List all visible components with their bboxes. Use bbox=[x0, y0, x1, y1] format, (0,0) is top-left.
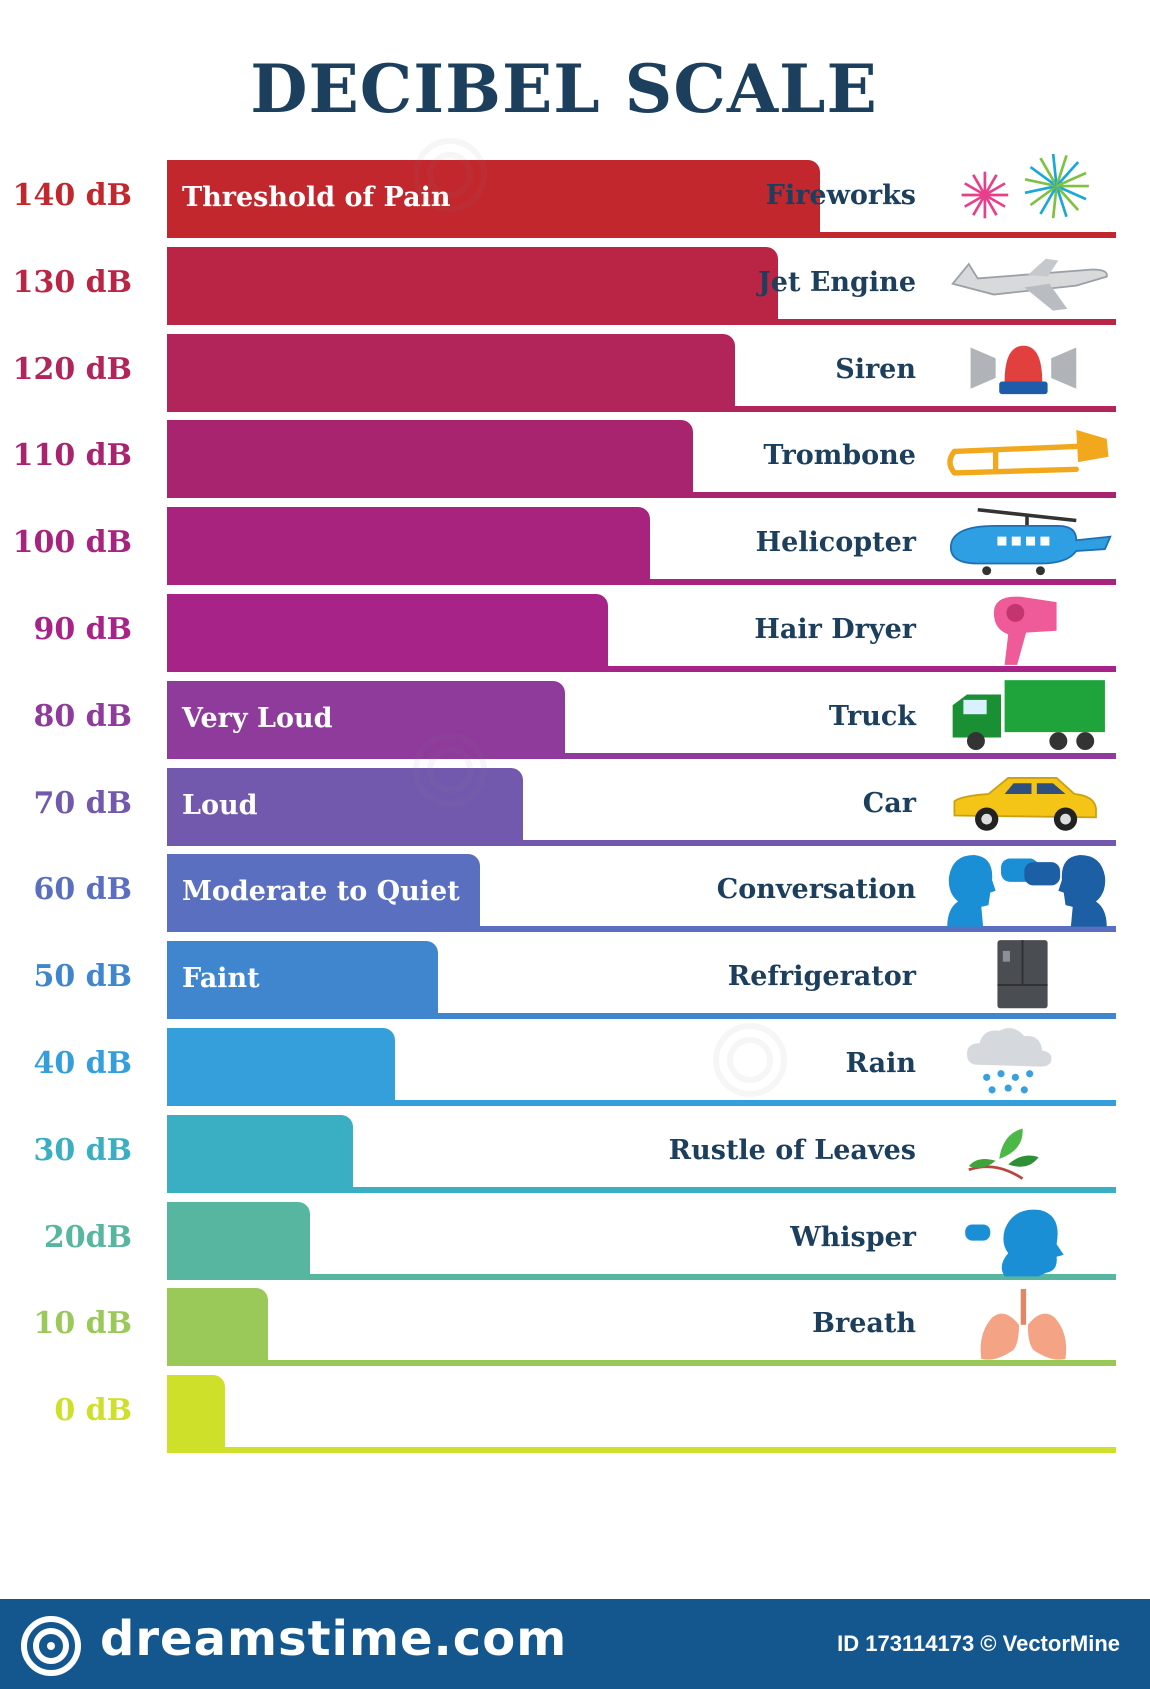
whisper-icon bbox=[965, 1209, 1064, 1277]
row-baseline bbox=[167, 926, 1116, 933]
lungs-icon bbox=[980, 1289, 1067, 1361]
row-baseline bbox=[167, 1100, 1116, 1106]
scale-row: 20dB Whisper bbox=[0, 1201, 1150, 1282]
db-bar: Very Loud bbox=[167, 680, 565, 758]
sound-source-label: Jet Engine bbox=[758, 266, 916, 298]
row-baseline bbox=[167, 1013, 1116, 1020]
sound-source-label: Trombone bbox=[763, 440, 916, 472]
bar-band-label: Faint bbox=[182, 963, 260, 995]
row-baseline bbox=[167, 666, 1116, 672]
bar-band-label: Moderate to Quiet bbox=[182, 876, 460, 908]
db-bar bbox=[167, 594, 608, 671]
sound-source-label: Whisper bbox=[790, 1221, 916, 1253]
footer-brand[interactable]: dreamstime.com bbox=[100, 1611, 568, 1667]
footer-bar: dreamstime.com ID 173114173 © VectorMine bbox=[0, 1599, 1150, 1689]
bar-band-label: Threshold of Pain bbox=[182, 182, 451, 213]
db-level-label: 20dB bbox=[43, 1219, 132, 1255]
footer-credit: ID 173114173 © VectorMine bbox=[837, 1631, 1120, 1656]
sound-source-label: Siren bbox=[835, 353, 916, 385]
db-bar bbox=[167, 1375, 225, 1453]
db-bar bbox=[167, 507, 650, 585]
row-baseline bbox=[167, 752, 1116, 759]
sound-source-label: Fireworks bbox=[765, 180, 916, 211]
sound-source-label: Rustle of Leaves bbox=[668, 1134, 916, 1166]
db-bar bbox=[167, 420, 693, 498]
scale-row: 110 dB Trombone bbox=[0, 420, 1150, 500]
scale-row: 10 dB Breath bbox=[0, 1288, 1150, 1368]
bar-band-label: Very Loud bbox=[182, 702, 333, 734]
db-bar: Faint bbox=[167, 941, 438, 1019]
scale-row: 140 dB Threshold of Pain Fireworks bbox=[0, 153, 1150, 240]
scale-row: 100 dB Helicopter bbox=[0, 507, 1150, 587]
db-level-label: 40 dB bbox=[33, 1046, 132, 1081]
db-bar bbox=[167, 1201, 310, 1279]
row-baseline bbox=[167, 839, 1116, 846]
scale-row: 90 dB Hair Dryer bbox=[0, 594, 1150, 674]
sound-source-label: Conversation bbox=[716, 874, 916, 906]
row-baseline bbox=[167, 1186, 1116, 1193]
db-level-label: 60 dB bbox=[33, 872, 132, 908]
db-level-label: 120 dB bbox=[12, 351, 132, 387]
db-bar: Moderate to Quiet bbox=[167, 854, 480, 932]
scale-row: 50 dB Faint Refrigerator bbox=[0, 940, 1150, 1021]
db-level-label: 30 dB bbox=[33, 1132, 132, 1168]
db-level-label: 70 dB bbox=[33, 785, 132, 821]
sound-source-label: Truck bbox=[828, 700, 916, 732]
chart-title: DECIBEL SCALE bbox=[250, 50, 878, 128]
row-baseline bbox=[167, 1360, 1116, 1367]
row-baseline bbox=[167, 1273, 1116, 1280]
helicopter-icon bbox=[949, 508, 1112, 576]
db-level-label: 110 dB bbox=[12, 438, 132, 474]
db-bar bbox=[167, 1114, 353, 1192]
db-bar bbox=[167, 1288, 268, 1366]
conversation-icon bbox=[947, 855, 1107, 928]
db-level-label: 140 dB bbox=[12, 178, 132, 213]
scale-row: 0 dB bbox=[0, 1375, 1150, 1455]
airplane-icon bbox=[951, 258, 1108, 311]
fireworks-icon bbox=[961, 153, 1089, 219]
leaves-icon bbox=[968, 1128, 1039, 1180]
db-bar bbox=[167, 246, 778, 324]
db-level-label: 130 dB bbox=[12, 264, 132, 300]
refrigerator-icon bbox=[997, 940, 1048, 1009]
rain-cloud-icon bbox=[966, 1028, 1052, 1094]
car-icon bbox=[953, 776, 1097, 831]
row-baseline bbox=[167, 1447, 1116, 1454]
db-level-label: 100 dB bbox=[12, 525, 132, 561]
scale-row: 70 dB Loud Car bbox=[0, 767, 1150, 848]
watermark-spiral-icon bbox=[713, 1023, 787, 1097]
watermark-spiral-icon bbox=[413, 733, 487, 807]
sound-source-label: Refrigerator bbox=[727, 961, 916, 993]
db-bar: Threshold of Pain bbox=[167, 160, 820, 237]
db-level-label: 90 dB bbox=[33, 612, 132, 647]
scale-row: 40 dB Rain bbox=[0, 1028, 1150, 1108]
decibel-chart: 140 dB Threshold of Pain Fireworks 130 dB Je… bbox=[0, 153, 1150, 1455]
sound-source-label: Rain bbox=[845, 1048, 916, 1079]
db-level-label: 80 dB bbox=[33, 698, 132, 734]
siren-icon bbox=[970, 345, 1077, 394]
scale-row: 80 dB Very Loud Truck bbox=[0, 679, 1150, 761]
db-bar bbox=[167, 1028, 395, 1105]
db-level-label: 10 dB bbox=[33, 1306, 132, 1342]
sound-source-label: Hair Dryer bbox=[754, 614, 916, 645]
scale-row: 30 dB Rustle of Leaves bbox=[0, 1114, 1150, 1195]
hair-dryer-icon bbox=[993, 596, 1057, 665]
scale-row: 130 dB Jet Engine bbox=[0, 246, 1150, 327]
sound-source-label: Helicopter bbox=[755, 527, 916, 559]
db-level-label: 50 dB bbox=[33, 959, 132, 995]
sound-source-label: Breath bbox=[812, 1308, 916, 1340]
scale-row: 60 dB Moderate to Quiet Conversation bbox=[0, 854, 1150, 934]
db-level-label: 0 dB bbox=[54, 1393, 132, 1429]
dreamstime-logo-icon bbox=[21, 1616, 81, 1676]
sound-source-label: Car bbox=[862, 787, 916, 819]
bar-band-label: Loud bbox=[182, 789, 258, 821]
truck-icon bbox=[952, 679, 1105, 750]
db-bar bbox=[167, 333, 735, 411]
trombone-icon bbox=[947, 430, 1109, 476]
db-bar: Loud bbox=[167, 767, 523, 845]
scale-row: 120 dB Siren bbox=[0, 333, 1150, 414]
watermark-spiral-icon bbox=[413, 138, 487, 212]
